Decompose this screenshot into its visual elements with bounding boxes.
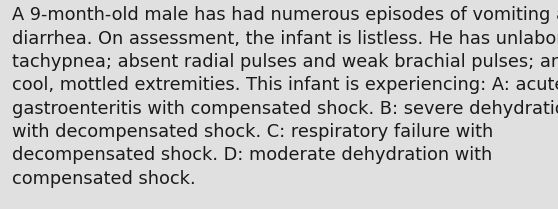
Text: A 9-month-old male has had numerous episodes of vomiting and
diarrhea. On assess: A 9-month-old male has had numerous epis… — [12, 6, 558, 187]
